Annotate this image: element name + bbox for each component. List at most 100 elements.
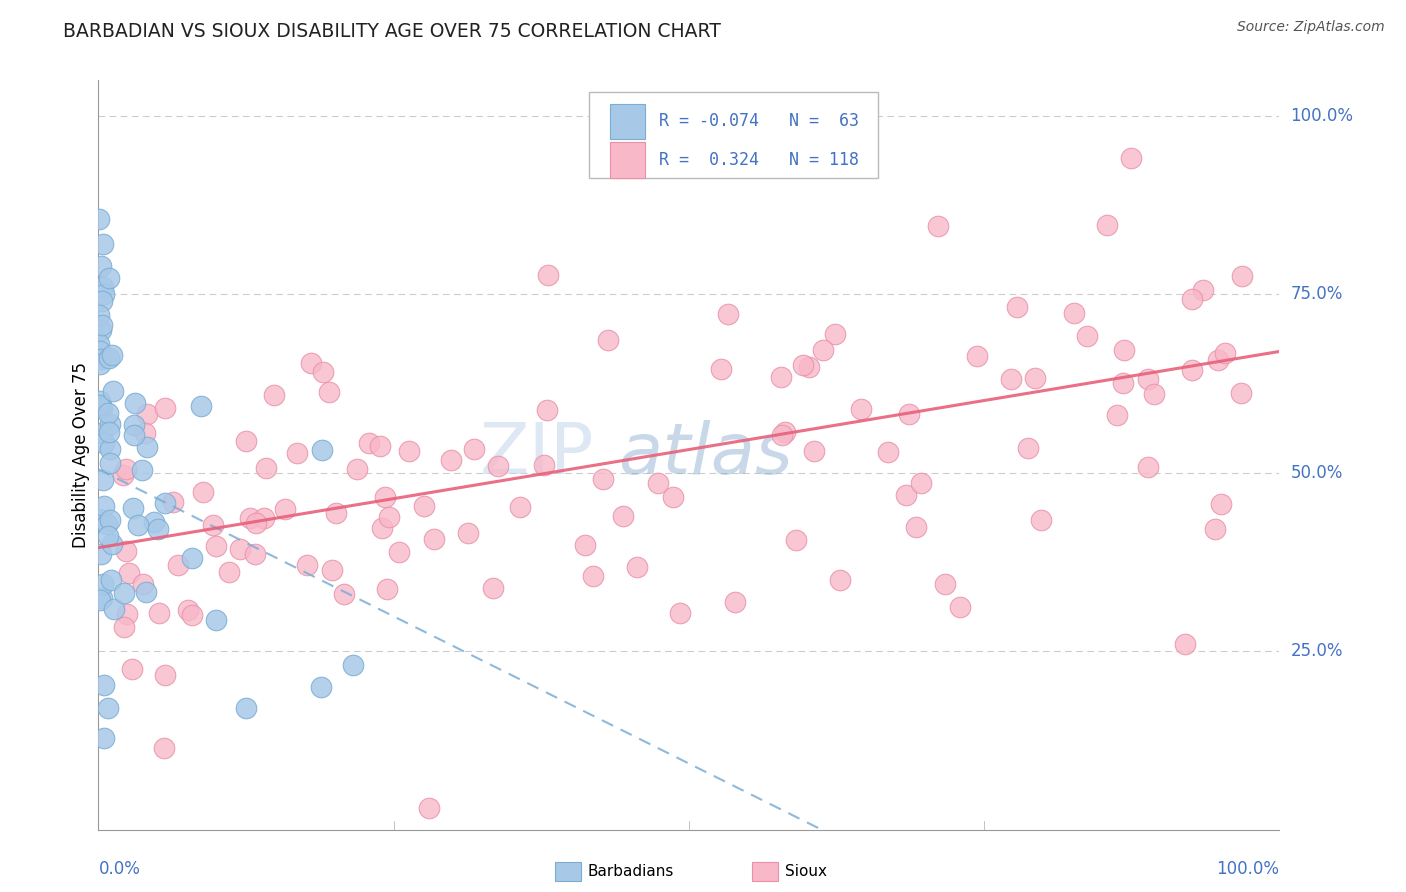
- Y-axis label: Disability Age Over 75: Disability Age Over 75: [72, 362, 90, 548]
- Text: 25.0%: 25.0%: [1291, 642, 1343, 660]
- Point: [661, 490, 683, 504]
- Point: [90, 401, 112, 415]
- Point: [90, 351, 112, 366]
- Point: [894, 488, 917, 502]
- Point: [100, 574, 122, 588]
- Point: [1174, 637, 1197, 651]
- Point: [422, 532, 444, 546]
- Point: [368, 438, 391, 452]
- Point: [1192, 283, 1215, 297]
- Point: [235, 701, 257, 715]
- Point: [1230, 385, 1253, 400]
- Point: [966, 349, 988, 363]
- Point: [90, 259, 112, 273]
- Point: [683, 112, 706, 127]
- Point: [486, 459, 509, 474]
- Point: [112, 620, 135, 634]
- Point: [152, 740, 174, 755]
- Point: [949, 600, 972, 615]
- Point: [1204, 522, 1226, 536]
- Point: [245, 516, 267, 530]
- Point: [89, 357, 111, 371]
- Point: [97, 271, 120, 285]
- FancyBboxPatch shape: [589, 92, 877, 178]
- Point: [898, 407, 921, 421]
- Point: [325, 507, 347, 521]
- Text: 0.0%: 0.0%: [98, 860, 141, 878]
- Point: [97, 351, 120, 366]
- Point: [162, 495, 184, 509]
- Point: [101, 536, 124, 550]
- Point: [1137, 372, 1160, 386]
- Point: [146, 522, 169, 536]
- Point: [346, 461, 368, 475]
- Point: [770, 370, 793, 384]
- Text: 100.0%: 100.0%: [1216, 860, 1279, 878]
- Point: [1232, 268, 1254, 283]
- Point: [135, 440, 157, 454]
- Point: [1114, 343, 1136, 357]
- Point: [91, 426, 114, 441]
- Point: [253, 511, 276, 525]
- Point: [342, 658, 364, 673]
- Point: [89, 344, 111, 359]
- Point: [398, 443, 420, 458]
- Point: [218, 565, 240, 579]
- Point: [97, 701, 120, 715]
- Point: [309, 680, 332, 694]
- Point: [359, 436, 381, 450]
- Point: [574, 538, 596, 552]
- Point: [1143, 386, 1166, 401]
- Point: [136, 407, 159, 421]
- Point: [770, 428, 793, 442]
- Point: [103, 384, 125, 398]
- Text: R =  0.324   N = 118: R = 0.324 N = 118: [659, 152, 859, 169]
- Point: [153, 496, 176, 510]
- Point: [263, 388, 285, 402]
- Point: [811, 343, 834, 357]
- Point: [98, 456, 121, 470]
- Point: [669, 606, 692, 620]
- Point: [98, 417, 121, 431]
- Point: [824, 327, 846, 342]
- Point: [90, 323, 112, 337]
- Point: [89, 593, 111, 607]
- Point: [509, 500, 531, 515]
- Point: [626, 560, 648, 574]
- Point: [155, 401, 177, 415]
- Point: [112, 468, 135, 483]
- Point: [93, 678, 115, 692]
- Point: [612, 508, 634, 523]
- Point: [114, 461, 136, 475]
- Text: 75.0%: 75.0%: [1291, 285, 1343, 303]
- Point: [849, 401, 872, 416]
- Point: [1063, 306, 1085, 320]
- Point: [96, 516, 118, 531]
- Point: [131, 576, 153, 591]
- Point: [97, 529, 120, 543]
- Point: [311, 443, 333, 458]
- Point: [1000, 372, 1022, 386]
- Point: [1005, 300, 1028, 314]
- Text: BARBADIAN VS SIOUX DISABILITY AGE OVER 75 CORRELATION CHART: BARBADIAN VS SIOUX DISABILITY AGE OVER 7…: [63, 22, 721, 41]
- Point: [904, 520, 927, 534]
- Point: [1095, 218, 1118, 232]
- Point: [295, 558, 318, 573]
- Point: [582, 569, 605, 583]
- Point: [114, 544, 136, 558]
- Point: [87, 212, 110, 227]
- Point: [235, 434, 257, 449]
- Point: [1136, 459, 1159, 474]
- Point: [90, 547, 112, 561]
- Text: 50.0%: 50.0%: [1291, 464, 1343, 482]
- Text: atlas: atlas: [619, 420, 793, 490]
- Point: [877, 445, 900, 459]
- Point: [91, 280, 114, 294]
- Point: [412, 499, 434, 513]
- Point: [1181, 362, 1204, 376]
- Point: [87, 308, 110, 322]
- Point: [89, 398, 111, 412]
- Point: [1031, 513, 1053, 527]
- Bar: [610, 103, 645, 139]
- Point: [592, 472, 614, 486]
